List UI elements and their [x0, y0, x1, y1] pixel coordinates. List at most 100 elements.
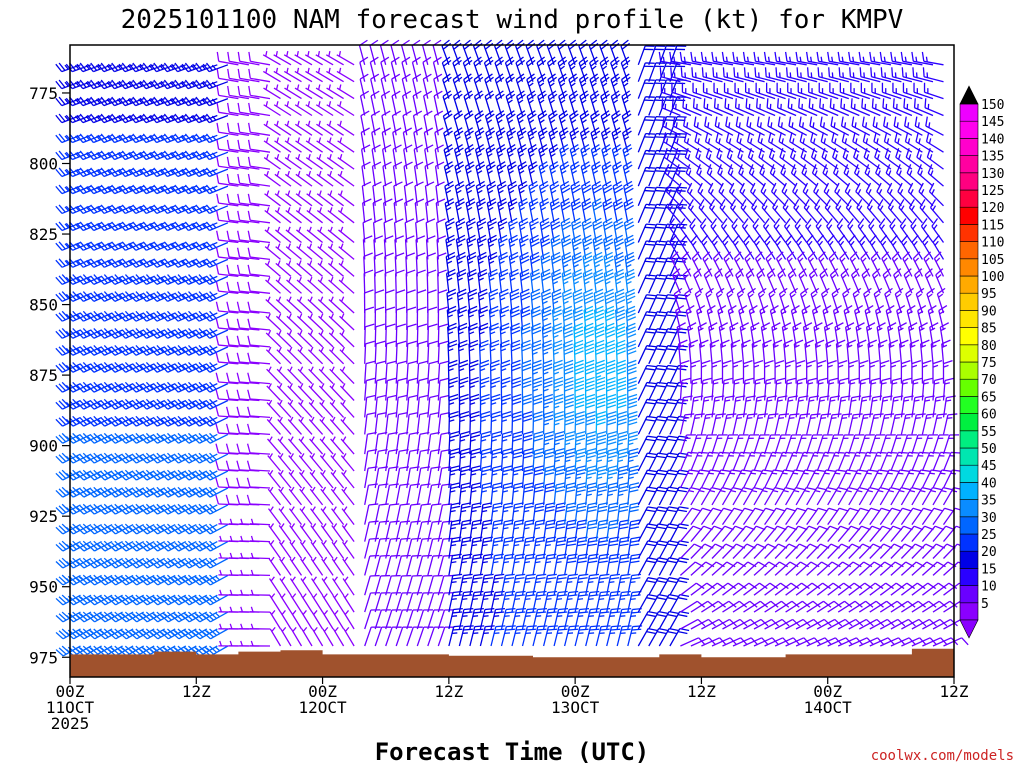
- barb-full: [87, 418, 95, 427]
- barb-full: [382, 144, 392, 150]
- barb-full: [129, 455, 137, 464]
- barb-full: [226, 247, 230, 258]
- barb-full: [460, 430, 470, 435]
- barb-full: [90, 62, 98, 71]
- barb-full: [118, 526, 127, 535]
- barb-full: [408, 394, 419, 399]
- barb-full: [72, 486, 80, 495]
- barb-shaft: [437, 485, 443, 506]
- barb-full: [425, 181, 435, 187]
- wind-barb: [339, 366, 355, 385]
- barb-half: [271, 610, 276, 615]
- barb-full: [97, 597, 106, 606]
- barb-shaft: [394, 273, 397, 294]
- barb-full: [76, 455, 85, 464]
- barb-full: [390, 554, 401, 557]
- barb-full: [192, 543, 201, 552]
- barb-half: [455, 153, 462, 158]
- barb-full: [103, 486, 112, 495]
- barb-full: [246, 443, 251, 454]
- barb-full: [55, 313, 63, 322]
- barb-shaft: [268, 558, 282, 576]
- barb-full: [90, 383, 98, 392]
- barb-full: [72, 469, 80, 478]
- barb-full: [72, 291, 80, 299]
- barb-full: [86, 364, 95, 373]
- wind-barb: [55, 540, 81, 552]
- barb-full: [118, 472, 127, 481]
- barb-full: [90, 275, 98, 284]
- barb-full: [463, 590, 474, 594]
- barb-full: [216, 51, 220, 62]
- barb-full: [90, 292, 98, 301]
- barb-shaft: [364, 575, 371, 596]
- barb-half: [240, 552, 244, 559]
- barb-full: [87, 631, 96, 640]
- wind-barb: [87, 398, 113, 410]
- wind-barb: [202, 113, 229, 124]
- barb-shaft: [413, 166, 418, 187]
- barb-full: [86, 97, 94, 107]
- barb-full: [79, 471, 88, 479]
- barb-full: [100, 241, 108, 250]
- barb-full: [97, 631, 106, 640]
- barb-full: [247, 281, 251, 292]
- barb-full: [129, 490, 137, 498]
- barb-half: [455, 136, 461, 141]
- wind-barb: [332, 626, 345, 647]
- barb-full: [58, 150, 66, 159]
- barb-half: [85, 152, 91, 158]
- wind-barb: [97, 133, 123, 144]
- barb-shaft: [393, 202, 397, 223]
- wind-barb: [361, 161, 371, 187]
- barb-shaft: [269, 628, 282, 647]
- barb-full: [428, 360, 439, 365]
- wind-barb: [300, 593, 313, 613]
- barb-full: [100, 434, 109, 443]
- wind-barb: [364, 411, 377, 435]
- barb-shaft: [416, 555, 424, 576]
- barb-shaft: [427, 343, 430, 364]
- barb-shaft: [342, 558, 355, 576]
- barb-shaft: [385, 434, 390, 455]
- barb-full: [192, 490, 200, 498]
- barb-full: [90, 167, 98, 176]
- wind-barb: [311, 576, 324, 596]
- barb-half: [106, 64, 111, 70]
- barb-full: [363, 269, 374, 274]
- barb-full: [407, 360, 418, 365]
- barb-full: [82, 469, 91, 478]
- barb-full: [58, 167, 66, 176]
- barb-full: [100, 400, 109, 409]
- barb-half: [229, 569, 233, 576]
- barb-full: [90, 630, 99, 638]
- wind-barb: [416, 537, 432, 559]
- barb-full: [421, 503, 431, 506]
- barb-full: [181, 436, 190, 444]
- barb-shaft: [391, 95, 397, 116]
- barb-full: [79, 292, 87, 301]
- barb-full: [438, 340, 449, 345]
- barb-half: [64, 115, 69, 121]
- barb-full: [396, 340, 407, 345]
- barb-full: [437, 289, 448, 294]
- barb-full: [461, 505, 471, 509]
- barb-full: [227, 68, 230, 79]
- barb-half: [280, 506, 285, 512]
- wind-barb: [269, 626, 282, 647]
- barb-full: [160, 472, 169, 481]
- barb-full: [160, 490, 169, 498]
- barb-half: [312, 539, 317, 545]
- barb-full: [79, 542, 88, 550]
- barb-full: [100, 62, 108, 71]
- barb-full: [448, 393, 459, 399]
- barb-full: [247, 423, 251, 434]
- barb-shaft: [340, 455, 355, 472]
- wind-barb: [55, 62, 81, 73]
- barb-shaft: [364, 504, 370, 525]
- wind-barb: [339, 313, 355, 331]
- barb-full: [236, 318, 241, 329]
- barb-full: [247, 230, 251, 241]
- barb-half: [64, 64, 69, 70]
